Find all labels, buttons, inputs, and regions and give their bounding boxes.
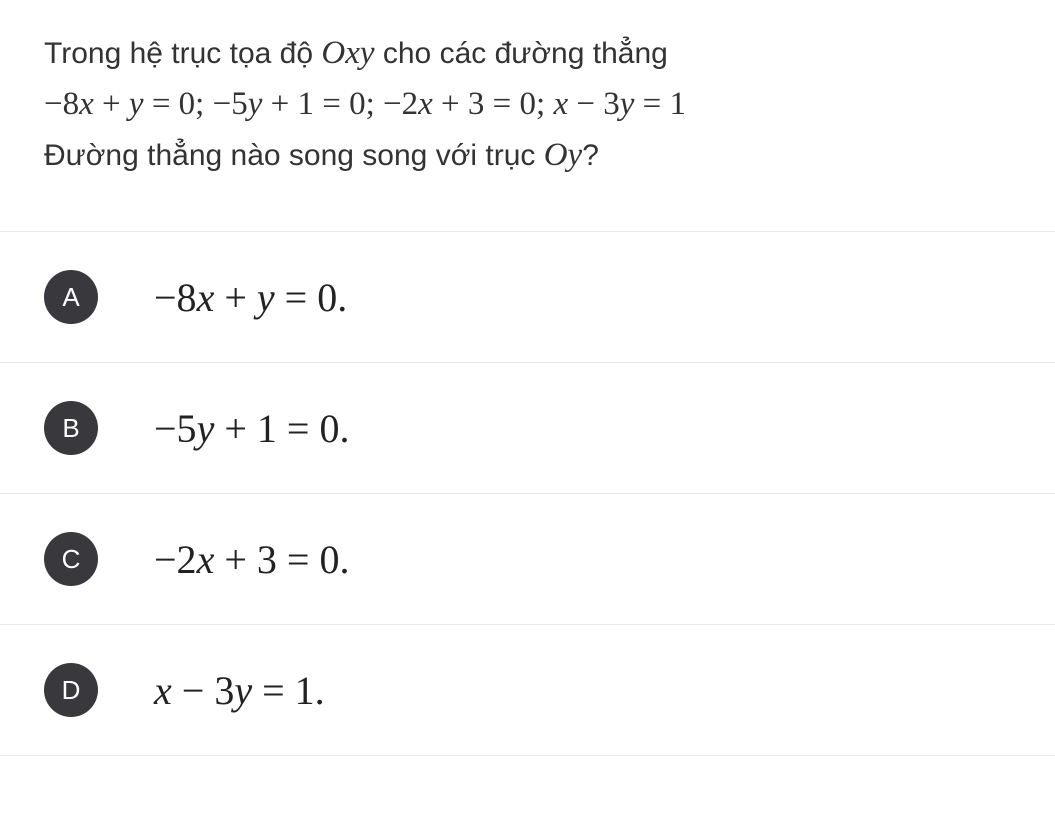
option-b-part-2: + 1 = 0.	[214, 406, 349, 451]
option-answer-c: −2x + 3 = 0.	[154, 536, 349, 583]
q-line3-suffix: ?	[582, 139, 599, 172]
q-eq2-plus: + 1 = 0;	[262, 86, 383, 122]
option-d-part-1: − 3	[172, 668, 235, 713]
q-eq3-rhs: + 3 = 0;	[433, 86, 554, 122]
option-a-part-4: = 0.	[275, 275, 348, 320]
q-eq2-lhs: −5	[213, 86, 248, 122]
option-b-part-0: −5	[154, 406, 197, 451]
option-c-part-0: −2	[154, 537, 197, 582]
q-line3-math: Oy	[544, 137, 582, 173]
q-eq3-lhs: −2	[383, 86, 418, 122]
option-a[interactable]: A −8x + y = 0.	[0, 231, 1055, 362]
q-line3-prefix: Đường thẳng nào song song với trục	[44, 139, 544, 172]
option-b-part-1: y	[197, 406, 215, 451]
option-d-part-2: y	[234, 668, 252, 713]
q-eq4-rhs: = 1	[634, 86, 686, 122]
options-list: A−8x + y = 0.B−5y + 1 = 0.C−2x + 3 = 0.D…	[0, 231, 1055, 756]
quiz-container: Trong hệ trục tọa độ Oxy cho các đường t…	[0, 0, 1055, 756]
q-eq4-mid: − 3	[568, 86, 620, 122]
option-c-part-2: + 3 = 0.	[214, 537, 349, 582]
option-a-part-3: y	[257, 275, 275, 320]
option-d-part-3: = 1.	[252, 668, 325, 713]
option-a-part-2: +	[214, 275, 257, 320]
option-badge-c: C	[44, 532, 98, 586]
q-eq3-x: x	[418, 86, 433, 122]
q-eq4-x: x	[553, 86, 568, 122]
q-eq1-y: y	[129, 86, 144, 122]
option-d[interactable]: Dx − 3y = 1.	[0, 624, 1055, 756]
option-badge-a: A	[44, 270, 98, 324]
option-c-part-1: x	[197, 537, 215, 582]
q-eq1-rhs: = 0;	[144, 86, 213, 122]
q-line1-prefix: Trong hệ trục tọa độ	[44, 37, 321, 70]
q-eq1-lhs: −8	[44, 86, 79, 122]
option-badge-b: B	[44, 401, 98, 455]
option-a-part-0: −8	[154, 275, 197, 320]
option-a-part-1: x	[197, 275, 215, 320]
q-line1-math: Oxy	[321, 35, 374, 71]
option-d-part-0: x	[154, 668, 172, 713]
option-answer-b: −5y + 1 = 0.	[154, 405, 349, 452]
option-badge-d: D	[44, 663, 98, 717]
option-answer-d: x − 3y = 1.	[154, 667, 325, 714]
q-eq1-plus: +	[94, 86, 129, 122]
q-eq2-y: y	[248, 86, 263, 122]
option-answer-a: −8x + y = 0.	[154, 274, 347, 321]
q-line1-suffix: cho các đường thẳng	[375, 37, 668, 70]
question-text: Trong hệ trục tọa độ Oxy cho các đường t…	[44, 28, 1055, 181]
q-eq1-x: x	[79, 86, 94, 122]
q-eq4-y: y	[620, 86, 635, 122]
option-b[interactable]: B −5y + 1 = 0.	[0, 362, 1055, 493]
option-c[interactable]: C −2x + 3 = 0.	[0, 493, 1055, 624]
